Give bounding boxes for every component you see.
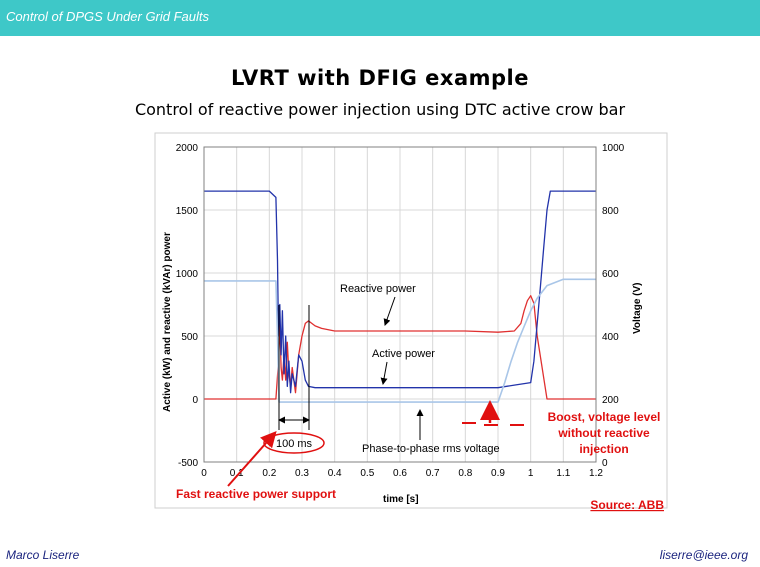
x-tick-label: 0.1 — [230, 468, 244, 479]
grid — [203, 146, 597, 463]
y-right-tick-label: 200 — [602, 395, 619, 406]
x-tick-label: 0.2 — [262, 468, 276, 479]
label-fast-support: Fast reactive power support — [176, 487, 336, 501]
header-bar: Control of DPGS Under Grid Faults — [0, 0, 760, 36]
label-source: Source: ABB — [590, 498, 664, 512]
series-line-active-power — [204, 190, 596, 394]
y-axis-label-right: Voltage (V) — [632, 283, 643, 334]
label-boost-2: without reactive — [557, 426, 650, 440]
y-right-tick-label: 400 — [602, 332, 619, 343]
y-right-tick-label: 1000 — [602, 143, 625, 154]
series-line-phase-to-phase-rms-voltage — [204, 278, 596, 403]
x-axis-label: time [s] — [383, 494, 419, 505]
footer-author: Marco Liserre — [6, 548, 80, 562]
header-title: Control of DPGS Under Grid Faults — [6, 9, 210, 24]
y-left-tick-label: 1000 — [176, 269, 199, 280]
x-tick-label: 0.3 — [295, 468, 309, 479]
label-voltage: Phase-to-phase rms voltage — [362, 443, 500, 455]
y-axis-label-left: Active (kW) and reactive (kVAr) power — [162, 232, 173, 412]
label-100ms: 100 ms — [276, 438, 313, 450]
arrow-active-power — [380, 361, 388, 385]
y-right-tick-label: 0 — [602, 458, 608, 469]
label-active-power: Active power — [372, 348, 435, 360]
label-reactive-power: Reactive power — [340, 283, 416, 295]
label-boost-3: injection — [579, 442, 628, 456]
x-tick-label: 0.4 — [328, 468, 342, 479]
y-left-tick-label: 0 — [192, 395, 198, 406]
x-tick-label: 0.8 — [458, 468, 472, 479]
slide-subtitle: Control of reactive power injection usin… — [134, 100, 626, 119]
y-right-tick-label: 600 — [602, 269, 619, 280]
x-tick-label: 1.2 — [589, 468, 603, 479]
x-tick-label: 1 — [528, 468, 534, 479]
figure-frame — [154, 132, 668, 509]
x-tick-label: 0.5 — [360, 468, 374, 479]
x-tick-label: 0.6 — [393, 468, 407, 479]
plot-area — [203, 146, 597, 463]
x-tick-label: 0.9 — [491, 468, 505, 479]
y-right-tick-label: 800 — [602, 206, 619, 217]
x-tick-label: 0.7 — [426, 468, 440, 479]
x-tick-label: 1.1 — [556, 468, 570, 479]
label-boost-1: Boost, voltage level — [548, 410, 661, 424]
slide-title: LVRT with DFIG example — [231, 66, 529, 90]
arrow-fast-support — [227, 431, 277, 487]
ticks: 0 0.1 0.2 0.3 0.4 0.5 0.6 0.7 0.8 0.9 1 1.1 1.220001… — [176, 143, 625, 479]
arrow-reactive-power — [383, 296, 396, 326]
y-left-tick-label: 500 — [181, 332, 198, 343]
y-left-tick-label: 1500 — [176, 206, 199, 217]
footer-email: liserre@ieee.org — [659, 548, 748, 562]
y-left-tick-label: -500 — [178, 458, 198, 469]
x-tick-label: 0 — [201, 468, 207, 479]
y-left-tick-label: 2000 — [176, 143, 199, 154]
